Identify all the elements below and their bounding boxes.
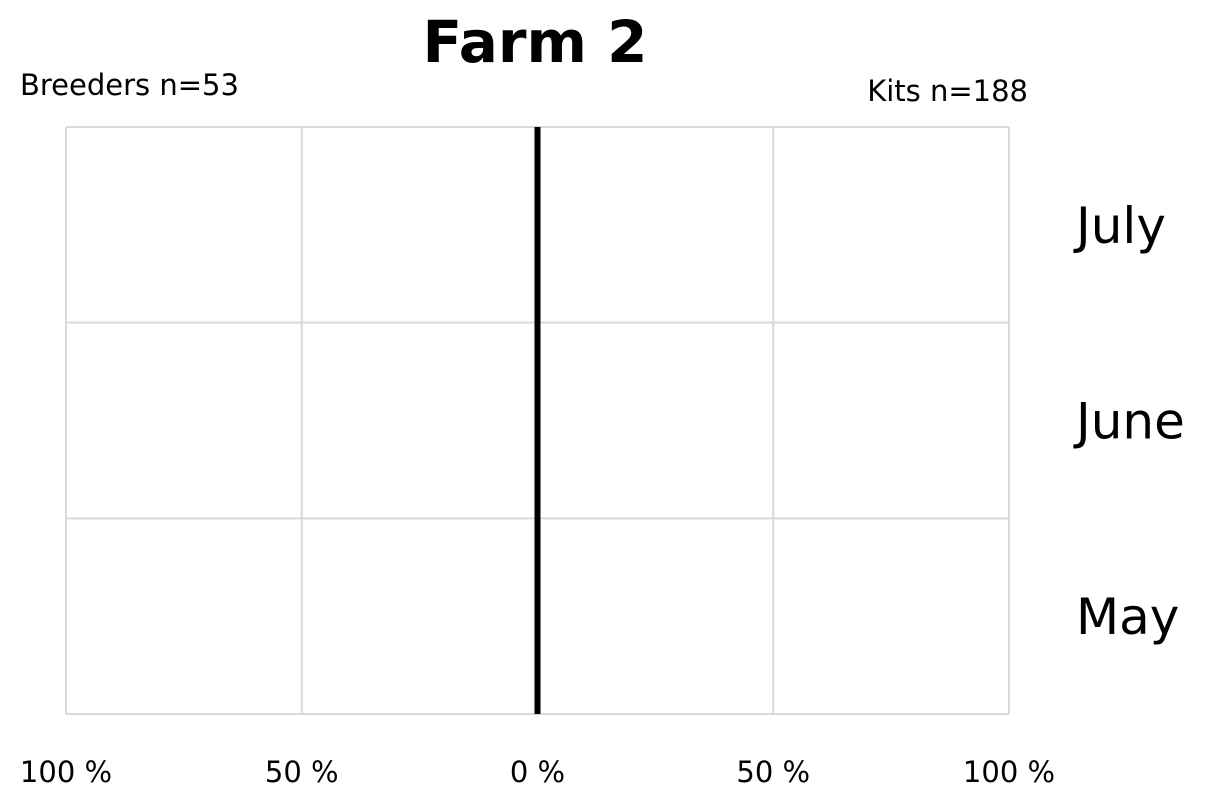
x-tick-label-4: 100 % (963, 755, 1055, 788)
x-tick-label-2: 0 % (510, 755, 565, 788)
chart-title: Farm 2 (423, 8, 648, 76)
category-labels: July June May (1073, 197, 1185, 646)
breeders-group-label: Breeders n=53 (20, 68, 239, 102)
x-tick-label-1: 50 % (265, 755, 339, 788)
x-tick-label-3: 50 % (736, 755, 810, 788)
category-label-june: June (1073, 393, 1185, 451)
kits-group-label: Kits n=188 (867, 74, 1028, 108)
category-label-july: July (1073, 197, 1166, 255)
x-tick-label-0: 100 % (20, 755, 112, 788)
x-tick-labels: 100 % 50 % 0 % 50 % 100 % (20, 755, 1055, 788)
category-label-may: May (1076, 588, 1179, 646)
